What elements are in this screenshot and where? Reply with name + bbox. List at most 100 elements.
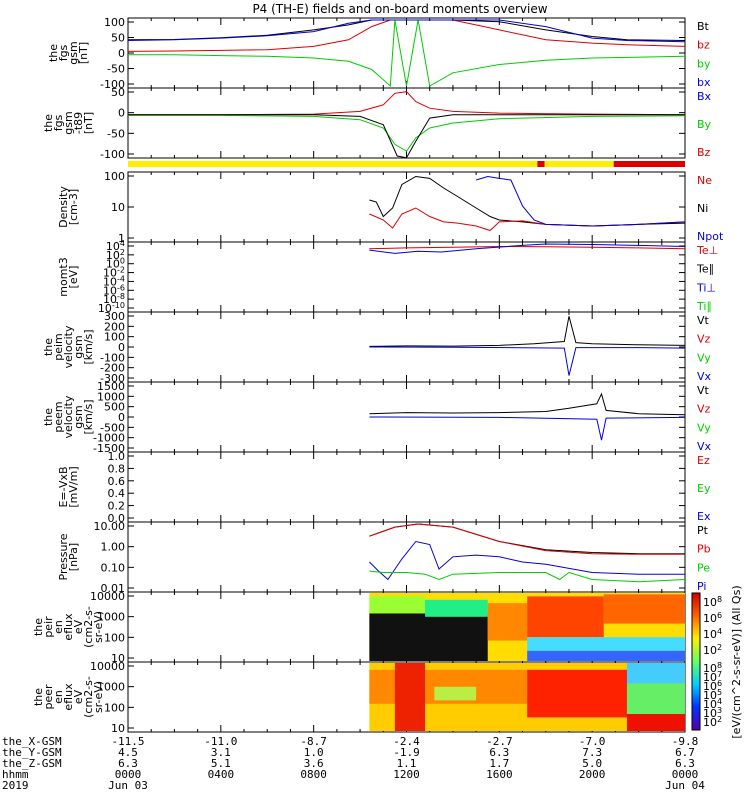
mode-bar-segment (128, 161, 538, 167)
y-tick-label: 300 (104, 310, 125, 323)
y-tick-label: 0.8 (108, 462, 126, 475)
y-axis-label-line: peem (52, 401, 65, 432)
y-axis-label-line: Density (57, 186, 70, 228)
y-tick-label: -50 (107, 63, 125, 76)
y-axis-label-line: en (52, 690, 65, 704)
panel-density: 100 10 1 Density[cm-3] Ne Ni Npot (57, 170, 724, 245)
colorbar-strip (691, 592, 701, 731)
y-tick-label: 10 (111, 722, 125, 735)
y-axis-label-line: [cm-3] (67, 189, 80, 225)
y-tick-label: 10 (111, 652, 125, 665)
axis-value: 3.6 (304, 757, 324, 770)
legend-Ez: Ez (697, 454, 710, 467)
y-axis-label-line: velocity (62, 395, 75, 438)
y-tick-label: 0 (118, 411, 125, 424)
colorbar-tick: 108 (703, 595, 722, 609)
y-tick-label: 10 (111, 201, 125, 214)
spectrogram-cell (425, 599, 488, 617)
y-axis-label-line: [mV/m] (67, 466, 80, 507)
legend-Pb: Pb (697, 543, 711, 556)
y-tick-label: 200 (104, 320, 125, 333)
y-tick-label: -1000 (93, 432, 125, 445)
legend-Pt: Pt (697, 524, 709, 537)
y-tick-label: 1.00 (101, 541, 126, 554)
y-axis-label-line: (cm2-s- (82, 606, 95, 648)
axis-row-label: the_Z-GSM (2, 757, 62, 770)
panel-frame (127, 87, 686, 159)
spectrogram-peer (369, 663, 685, 731)
y-tick-label: 0.10 (101, 561, 126, 574)
y-axis-label-line: eflux (62, 613, 75, 641)
y-axis-label-line: [nPa] (67, 543, 80, 571)
y-axis-label-line: gsm (72, 405, 85, 428)
y-tick-label: -200 (100, 362, 125, 375)
axis-value: 6.3 (489, 746, 509, 759)
y-axis-label-line: the (32, 688, 45, 706)
spectrogram-cell (369, 613, 488, 661)
axis-value: 0000 (115, 768, 142, 781)
y-axis-label-line: the (42, 408, 55, 426)
series-Vx (369, 416, 685, 441)
spectrogram-cell (527, 596, 604, 638)
y-tick-label: 10000 (90, 660, 125, 673)
series-Vt (369, 316, 685, 347)
mode-bar-segment (613, 161, 685, 167)
y-tick-label: 1000 (97, 681, 125, 694)
y-axis-label-line: the (47, 44, 60, 62)
panel-peer: 10000 1000 100 10 thepeerenefluxeV(cm2-s-sr-… (32, 660, 686, 735)
series-Vt (369, 392, 685, 416)
legend-Vx: Vx (697, 370, 712, 383)
y-axis-label-line: en (52, 620, 65, 634)
axis-value: 6.3 (675, 757, 695, 770)
y-axis-label-line: eV (72, 689, 85, 704)
y-tick-label: -50 (107, 127, 125, 140)
y-axis-label-line: E=-VxB (57, 466, 70, 507)
y-axis-label-line: [km/s] (82, 329, 95, 364)
legend-Npot: Npot (697, 230, 724, 243)
axis-value: -11.5 (111, 735, 144, 748)
panel-frame (127, 171, 686, 243)
legend-Ne: Ne (697, 174, 712, 187)
y-axis-label-line: sr-eV) (92, 611, 105, 643)
y-tick-label: 1500 (97, 380, 125, 393)
axis-value: 5.1 (211, 757, 231, 770)
series-Vx (369, 346, 685, 376)
axis-value: 4.5 (118, 746, 138, 759)
series-Bx (128, 114, 685, 158)
y-tick-label: 100 (104, 16, 125, 29)
legend-Ex: Ex (697, 510, 711, 523)
axis-value: 0400 (208, 768, 235, 781)
y-axis-label-line: sr-eV) (92, 681, 105, 713)
y-axis-label-line: the (42, 114, 55, 132)
y-tick-label: 500 (104, 401, 125, 414)
legend-Te∥: Te∥ (696, 263, 714, 276)
panel-peir: 10000 1000 100 10 thepeirenefluxeV(cm2-s-sr-… (32, 590, 686, 665)
series-Pb (369, 523, 685, 555)
axis-value: -8.7 (300, 735, 327, 748)
axis-value: 1.7 (489, 757, 509, 770)
axis-value: -2.7 (486, 735, 513, 748)
y-tick-label: -500 (100, 421, 125, 434)
legend-Te⊥: Te⊥ (696, 244, 718, 257)
axis-value: 7.3 (582, 746, 602, 759)
axis-value: 1.0 (304, 746, 324, 759)
panel-temp: 10410210010-210-410-610-810-10momt3[eV]T… (57, 239, 718, 315)
series-Pt (369, 523, 685, 555)
axis-row-label: hhmm (2, 768, 29, 781)
axis-value: 2000 (579, 768, 606, 781)
legend-Vt: Vt (697, 314, 710, 327)
legend-Vz: Vz (697, 333, 711, 346)
y-axis-label-line: gsm (72, 335, 85, 358)
spectrogram-cell (434, 686, 477, 701)
y-axis-label-line: (cm2-s- (82, 676, 95, 718)
y-axis-label-line: the (42, 338, 55, 356)
y-axis-label-line: gsm (62, 111, 75, 134)
axis-value: 5.0 (582, 757, 602, 770)
axis-value: 1200 (393, 768, 420, 781)
series-By (128, 114, 685, 152)
